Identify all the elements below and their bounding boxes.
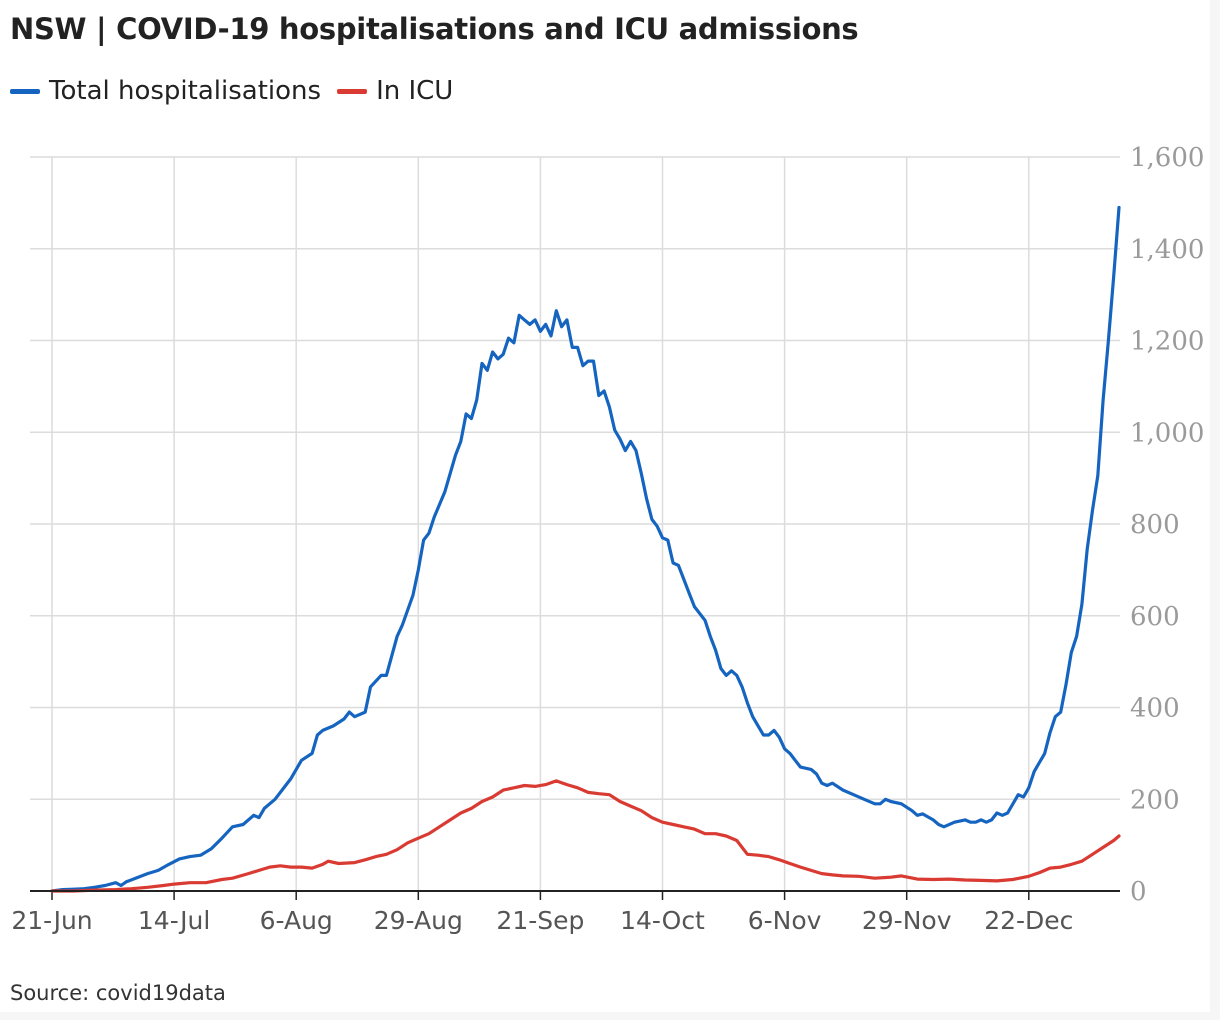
x-tick-label: 6-Aug — [260, 906, 333, 935]
grid-lines — [30, 156, 1120, 891]
legend-label-hospitalisations: Total hospitalisations — [49, 76, 322, 106]
y-tick-label: 600 — [1130, 602, 1180, 632]
x-tick-label: 21-Jun — [11, 906, 92, 935]
series-line-icu — [50, 779, 1121, 893]
x-tick-label: 22-Dec — [984, 906, 1073, 935]
x-axis-ticks: 21-Jun 14-Jul 6-Aug 29-Aug 21-Sep 14-Oct 6-Nov… — [11, 891, 1073, 935]
line-chart: 0 200 400 600 800 1,000 1,200 1,400 1,600 21-Jun… — [11, 143, 1204, 935]
legend-swatch-hospitalisations — [10, 88, 40, 94]
legend-item-icu: In ICU — [337, 76, 453, 106]
source-note: Source: covid19data — [10, 981, 226, 1005]
legend-swatch-icu — [337, 88, 368, 94]
y-tick-label: 1,600 — [1130, 143, 1204, 173]
y-tick-label: 1,400 — [1130, 235, 1204, 265]
y-tick-label: 0 — [1130, 877, 1147, 907]
y-tick-label: 1,000 — [1130, 418, 1204, 448]
legend-item-hospitalisations: Total hospitalisations — [10, 76, 321, 106]
legend: Total hospitalisations In ICU — [10, 76, 469, 106]
x-tick-label: 21-Sep — [496, 906, 584, 935]
y-axis-ticks: 0 200 400 600 800 1,000 1,200 1,400 1,600 — [1130, 143, 1204, 907]
x-tick-label: 14-Jul — [138, 906, 210, 935]
x-tick-label: 29-Nov — [862, 906, 952, 935]
y-tick-label: 200 — [1130, 785, 1180, 815]
x-tick-label: 29-Aug — [374, 906, 463, 935]
x-tick-label: 6-Nov — [748, 906, 822, 935]
y-tick-label: 1,200 — [1130, 327, 1204, 357]
legend-label-icu: In ICU — [376, 76, 454, 106]
y-tick-label: 400 — [1130, 694, 1180, 724]
x-tick-label: 14-Oct — [620, 906, 705, 935]
series-line-hospitalisations — [50, 205, 1121, 893]
y-tick-label: 800 — [1130, 510, 1180, 540]
series-lines — [50, 205, 1121, 893]
chart-title: NSW | COVID-19 hospitalisations and ICU … — [10, 12, 859, 46]
